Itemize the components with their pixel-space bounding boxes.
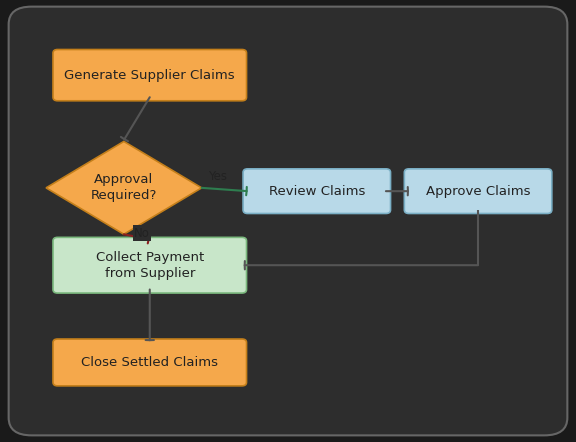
- FancyBboxPatch shape: [53, 237, 247, 293]
- Text: Review Claims: Review Claims: [268, 185, 365, 198]
- Text: Collect Payment
from Supplier: Collect Payment from Supplier: [96, 251, 204, 280]
- Text: Approval
Required?: Approval Required?: [90, 173, 157, 202]
- FancyBboxPatch shape: [243, 169, 391, 213]
- Text: Close Settled Claims: Close Settled Claims: [81, 356, 218, 369]
- Polygon shape: [46, 141, 202, 234]
- FancyBboxPatch shape: [404, 169, 552, 213]
- FancyBboxPatch shape: [53, 339, 247, 386]
- Text: No: No: [134, 227, 150, 240]
- Text: Approve Claims: Approve Claims: [426, 185, 530, 198]
- FancyBboxPatch shape: [9, 7, 567, 435]
- FancyBboxPatch shape: [53, 50, 247, 101]
- Text: Generate Supplier Claims: Generate Supplier Claims: [65, 69, 235, 82]
- Text: Yes: Yes: [209, 170, 227, 183]
